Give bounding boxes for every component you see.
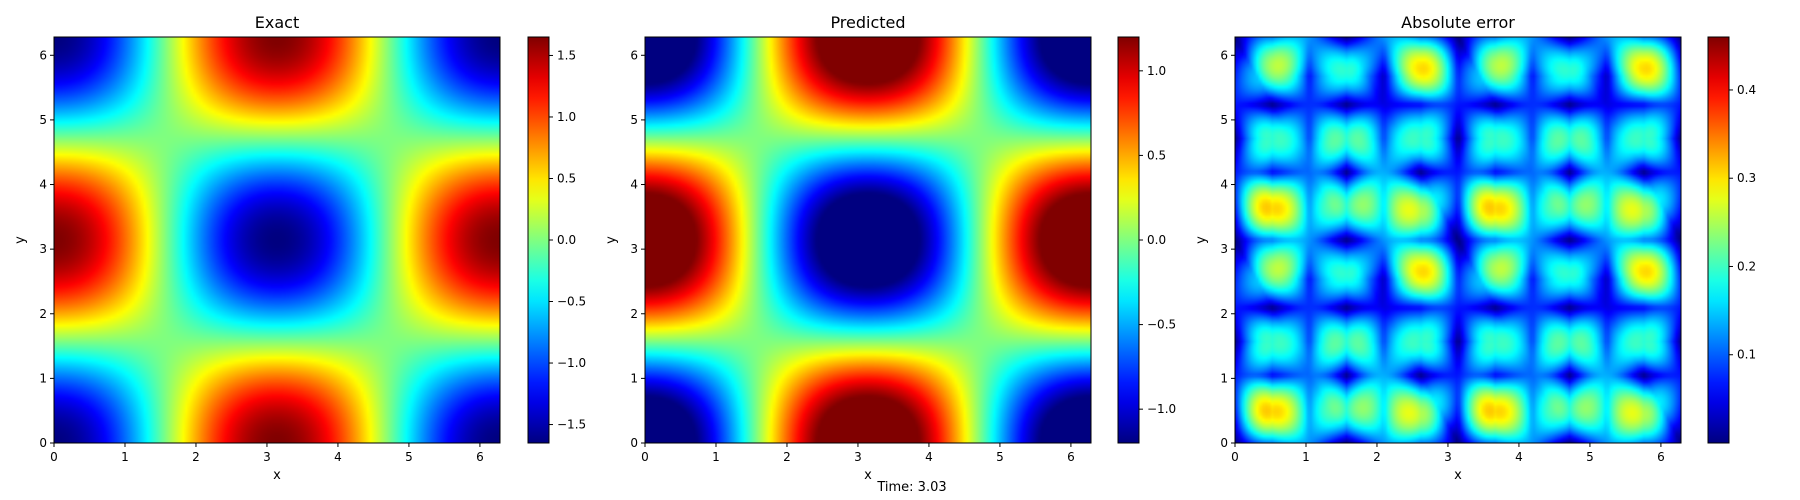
x-tick-label: 0: [641, 450, 649, 464]
colorbar-tick-label: 1.0: [557, 110, 576, 124]
heatmap-image: [54, 37, 500, 443]
panel-title: Absolute error: [1401, 13, 1515, 32]
y-tick-label: 0: [1220, 436, 1228, 450]
y-tick-label: 1: [1220, 371, 1228, 385]
panel-3: Absolute error 0 1 2 3 4 5 6 0 1 2 3 4 5 6 x y 0.4 0.3 0.2 0…: [1194, 13, 1756, 483]
y-tick-label: 3: [39, 242, 47, 256]
y-tick-label: 6: [1220, 48, 1228, 62]
x-tick-label: 3: [854, 450, 862, 464]
colorbar-tick-label: 0.0: [1147, 233, 1166, 247]
colorbar-tick-label: 0.1: [1737, 348, 1756, 362]
colorbar-tick-label: 1.5: [557, 48, 576, 62]
y-tick-label: 2: [39, 307, 47, 321]
colorbar: [1707, 36, 1730, 444]
colorbar-tick-label: −1.5: [557, 418, 586, 432]
y-axis-label: y: [13, 236, 28, 244]
heatmap-image: [1235, 37, 1681, 443]
y-tick-label: 3: [630, 242, 638, 256]
y-tick-label: 5: [1220, 113, 1228, 127]
x-tick-label: 4: [925, 450, 933, 464]
y-tick-label: 6: [630, 48, 638, 62]
plot-frame: [644, 36, 1092, 444]
x-tick-label: 5: [405, 450, 413, 464]
y-tick-label: 4: [630, 178, 638, 192]
colorbar-tick-label: 0.2: [1737, 259, 1756, 273]
x-tick-label: 2: [783, 450, 791, 464]
colorbar-tick-label: 0.4: [1737, 83, 1756, 97]
plot-frame: [53, 36, 501, 444]
colorbar: [1117, 36, 1140, 444]
x-axis-label: x: [1454, 468, 1462, 483]
y-tick-label: 4: [1220, 178, 1228, 192]
colorbar-tick-label: 0.5: [1147, 148, 1166, 162]
x-tick-label: 1: [1302, 450, 1310, 464]
colorbar-tick-label: 0.0: [557, 233, 576, 247]
x-tick-label: 4: [1515, 450, 1523, 464]
y-tick-label: 6: [39, 48, 47, 62]
y-tick-label: 3: [1220, 242, 1228, 256]
x-tick-label: 5: [996, 450, 1004, 464]
x-tick-label: 2: [1373, 450, 1381, 464]
y-axis-label: y: [1194, 236, 1209, 244]
y-tick-label: 2: [1220, 307, 1228, 321]
y-tick-label: 0: [39, 436, 47, 450]
x-tick-label: 0: [50, 450, 58, 464]
colorbar-tick-label: −0.5: [1147, 318, 1176, 332]
time-footer: Time: 3.03: [876, 480, 946, 495]
panel-title: Exact: [255, 13, 299, 32]
x-axis-label: x: [864, 468, 872, 483]
x-tick-label: 0: [1231, 450, 1239, 464]
x-tick-label: 5: [1586, 450, 1594, 464]
y-tick-label: 5: [630, 113, 638, 127]
x-tick-label: 1: [121, 450, 129, 464]
colorbar-tick-label: 0.3: [1737, 171, 1756, 185]
plot-frame: [1234, 36, 1682, 444]
colorbar-tick-label: −1.0: [557, 356, 586, 370]
heatmap-image: [645, 37, 1091, 443]
y-tick-label: 0: [630, 436, 638, 450]
x-tick-label: 3: [263, 450, 271, 464]
y-tick-label: 4: [39, 178, 47, 192]
x-axis-label: x: [273, 468, 281, 483]
colorbar: [527, 36, 550, 444]
panel-title: Predicted: [830, 13, 905, 32]
y-tick-label: 2: [630, 307, 638, 321]
x-tick-label: 6: [1657, 450, 1665, 464]
panels: Exact 0 1 2 3 4 5 6 0 1 2 3 4 5 6 x y 1.5 1.0 0.5 0.0 −0.5 −1.…: [13, 13, 1756, 483]
y-tick-label: 1: [39, 371, 47, 385]
y-axis-label: y: [604, 236, 619, 244]
x-tick-label: 4: [334, 450, 342, 464]
panel-2: Predicted 0 1 2 3 4 5 6 0 1 2 3 4 5 6 x y 1.0 0.5 0.0 −0.5 −1…: [604, 13, 1176, 483]
x-tick-label: 1: [712, 450, 720, 464]
x-tick-label: 2: [192, 450, 200, 464]
x-tick-label: 3: [1444, 450, 1452, 464]
panel-1: Exact 0 1 2 3 4 5 6 0 1 2 3 4 5 6 x y 1.5 1.0 0.5 0.0 −0.5 −1.…: [13, 13, 586, 483]
y-tick-label: 1: [630, 371, 638, 385]
x-tick-label: 6: [1067, 450, 1075, 464]
colorbar-tick-label: 1.0: [1147, 64, 1166, 78]
colorbar-tick-label: −0.5: [557, 295, 586, 309]
colorbar-tick-label: 0.5: [557, 171, 576, 185]
y-tick-label: 5: [39, 113, 47, 127]
x-tick-label: 6: [476, 450, 484, 464]
colorbar-tick-label: −1.0: [1147, 402, 1176, 416]
